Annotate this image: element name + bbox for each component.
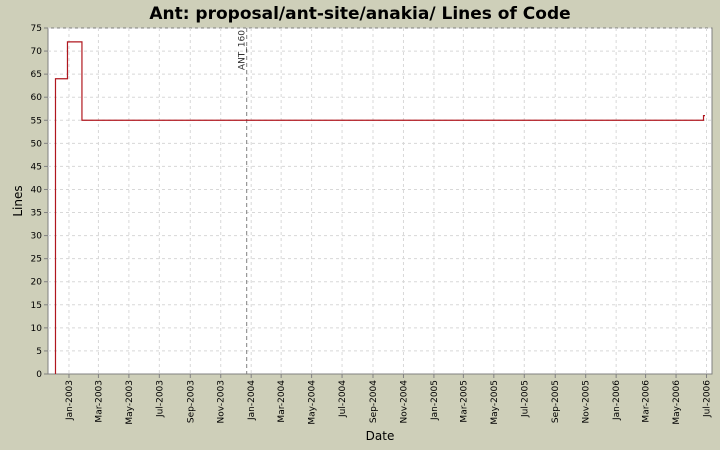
x-tick-label: Jan-2006	[612, 380, 622, 421]
y-tick-label: 10	[31, 324, 43, 334]
x-tick-label: Jul-2006	[703, 380, 713, 418]
y-tick-label: 35	[31, 209, 42, 219]
x-tick-label: Jan-2004	[247, 380, 257, 421]
y-tick-label: 30	[31, 232, 43, 242]
x-tick-label: Mar-2004	[277, 380, 287, 423]
y-tick-label: 40	[31, 185, 43, 195]
series-line	[54, 41, 706, 374]
x-tick-label: Sep-2003	[186, 380, 196, 423]
x-tick-label: Nov-2004	[399, 380, 409, 424]
y-tick-label: 65	[31, 70, 42, 80]
y-tick-label: 25	[31, 255, 42, 265]
axes: 0 5 10 15 20 25 30 35 40 45 50 55 60 65 70 75 Jan-2003 Ma…	[31, 24, 713, 425]
y-tick-label: 15	[31, 301, 42, 311]
x-tick-label: May-2005	[490, 380, 500, 425]
x-tick-label: Jan-2003	[65, 380, 75, 421]
chart-title: Ant: proposal/ant-site/anakia/ Lines of …	[149, 4, 570, 24]
y-tick-label: 60	[31, 93, 43, 103]
y-tick-label: 70	[31, 47, 43, 57]
y-tick-label: 5	[36, 347, 42, 357]
y-tick-label: 20	[31, 278, 43, 288]
y-tick-label: 75	[31, 24, 42, 34]
x-tick-label: May-2004	[308, 380, 318, 425]
marker-label: ANT_160	[238, 30, 248, 70]
series-lines	[54, 41, 706, 375]
event-markers: ANT_160	[238, 28, 248, 374]
y-tick-label: 50	[31, 139, 43, 149]
x-tick-label: Mar-2006	[642, 380, 652, 423]
x-tick-label: May-2006	[672, 380, 682, 425]
x-tick-label: May-2003	[125, 380, 135, 425]
x-tick-label: Sep-2004	[369, 380, 379, 423]
x-tick-label: Jul-2004	[338, 380, 348, 418]
y-tick-label: 55	[31, 116, 42, 126]
x-tick-label: Nov-2005	[582, 380, 592, 423]
x-tick-label: Nov-2003	[217, 380, 227, 423]
y-axis-label: Lines	[11, 185, 25, 216]
x-tick-label: Mar-2005	[459, 380, 469, 423]
x-tick-label: Jan-2005	[430, 380, 440, 421]
plot-area	[47, 27, 713, 375]
x-tick-label: Mar-2003	[94, 380, 104, 423]
x-axis-label: Date	[366, 429, 395, 443]
y-tick-label: 0	[36, 370, 42, 380]
x-tick-label: Sep-2005	[551, 380, 561, 423]
x-tick-label: Jul-2005	[520, 380, 530, 418]
y-tick-label: 45	[31, 162, 42, 172]
x-tick-label: Jul-2003	[155, 380, 165, 418]
